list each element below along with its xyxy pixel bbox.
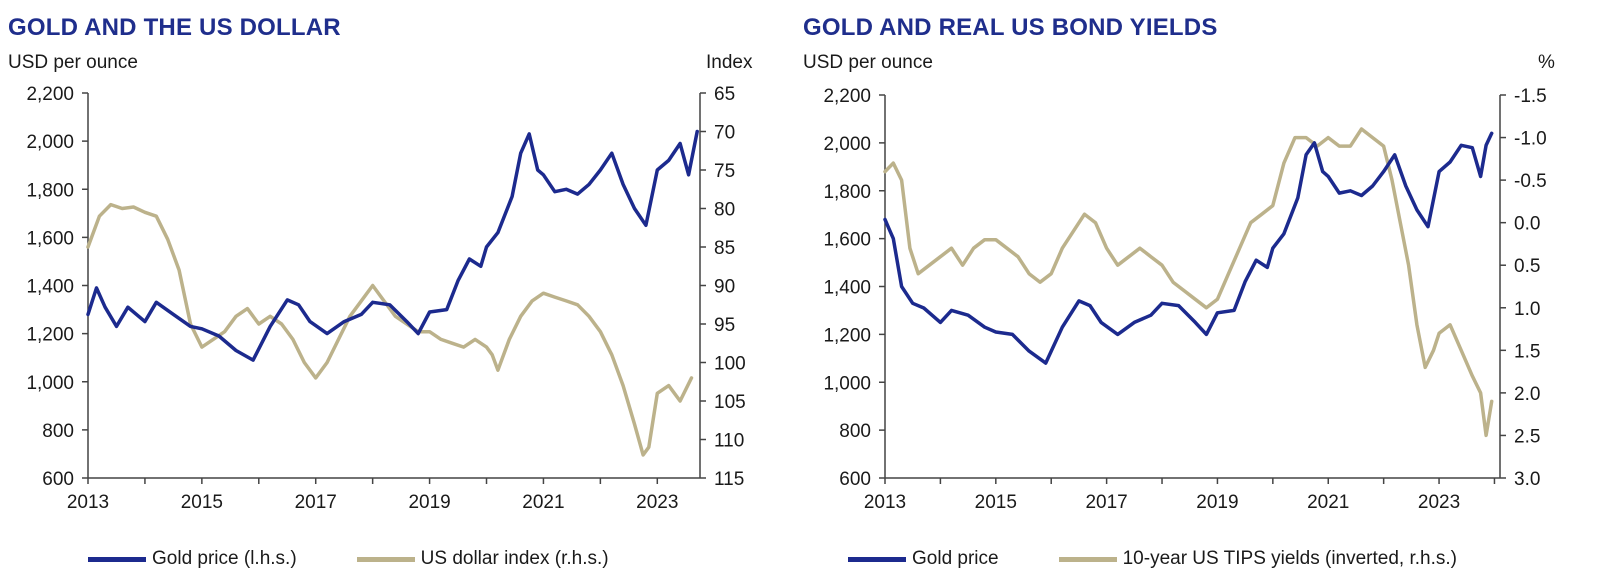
legend: Gold price 10-year US TIPS yields (inver…	[848, 548, 1517, 570]
right-tick-label: -1.5	[1514, 86, 1547, 107]
legend-item-gold: Gold price	[848, 548, 999, 570]
right-tick-label: 105	[714, 392, 746, 413]
x-tick-label: 2013	[864, 492, 906, 513]
legend-label-tips: 10-year US TIPS yields (inverted, r.h.s.…	[1122, 548, 1457, 569]
legend-label-gold: Gold price (l.h.s.)	[152, 548, 297, 569]
right-tick-label: -0.5	[1514, 171, 1547, 192]
left-tick-label: 1,200	[823, 325, 871, 346]
right-tick-label: 65	[714, 84, 735, 105]
left-tick-label: 1,000	[26, 373, 74, 394]
right-tick-label: 100	[714, 354, 746, 375]
left-tick-label: 1,400	[26, 277, 74, 298]
right-tick-label: -1.0	[1514, 129, 1547, 150]
x-tick-label: 2019	[1196, 492, 1238, 513]
right-tick-label: 0.5	[1514, 256, 1540, 277]
legend-item-dollar: US dollar index (r.h.s.)	[356, 548, 609, 570]
x-tick-label: 2017	[1085, 492, 1127, 513]
right-tick-label: 70	[714, 123, 735, 144]
gold-price-line	[86, 129, 699, 362]
chart-title: GOLD AND REAL US BOND YIELDS	[803, 14, 1218, 41]
left-tick-label: 2,200	[823, 86, 871, 107]
left-axis-unit: USD per ounce	[8, 52, 138, 73]
x-tick-label: 2015	[181, 492, 223, 513]
right-tick-label: 0.0	[1514, 214, 1540, 235]
right-axis-unit: Index	[706, 52, 753, 73]
right-axis-unit: %	[1538, 52, 1555, 73]
left-tick-label: 1,800	[26, 180, 74, 201]
left-tick-label: 600	[42, 469, 74, 490]
gold-vs-dollar-chart: 600 800 1,000 1,200 1,400 1,600 1,800 2,000 2,20…	[26, 84, 746, 513]
left-tick-label: 1,600	[26, 228, 74, 249]
left-tick-label: 800	[42, 421, 74, 442]
legend-label-dollar: US dollar index (r.h.s.)	[420, 548, 609, 569]
legend-item-tips: 10-year US TIPS yields (inverted, r.h.s.…	[1058, 548, 1457, 570]
gold-price-line	[883, 131, 1494, 365]
x-tick-label: 2019	[408, 492, 450, 513]
x-tick-label: 2021	[522, 492, 564, 513]
left-tick-label: 800	[839, 421, 871, 442]
left-tick-label: 2,000	[823, 134, 871, 155]
gold-vs-tips-panel: GOLD AND REAL US BOND YIELDS USD per oun…	[800, 0, 1600, 581]
right-tick-label: 85	[714, 238, 735, 259]
left-tick-label: 1,200	[26, 325, 74, 346]
legend-swatch-tips	[1058, 556, 1117, 562]
right-tick-label: 110	[714, 431, 744, 452]
left-axis-unit: USD per ounce	[803, 52, 933, 73]
x-tick-label: 2023	[1418, 492, 1460, 513]
right-tick-label: 115	[714, 469, 744, 490]
right-tick-label: 80	[714, 200, 735, 221]
x-tick-label: 2015	[975, 492, 1017, 513]
left-tick-label: 1,400	[823, 278, 871, 299]
right-tick-label: 1.0	[1514, 299, 1540, 320]
left-tick-label: 1,000	[823, 373, 871, 394]
legend-swatch-dollar	[356, 556, 415, 562]
right-tick-label: 2.0	[1514, 384, 1540, 405]
left-tick-label: 2,200	[26, 84, 74, 105]
x-tick-label: 2023	[636, 492, 678, 513]
x-tick-label: 2017	[295, 492, 337, 513]
right-tick-label: 90	[714, 277, 735, 298]
dollar-index-line	[86, 202, 694, 457]
left-tick-label: 2,000	[26, 132, 74, 153]
left-tick-label: 600	[839, 469, 871, 490]
right-tick-label: 2.5	[1514, 426, 1540, 447]
legend-swatch-gold	[848, 556, 906, 562]
legend-swatch-gold	[88, 556, 146, 562]
right-tick-label: 95	[714, 315, 735, 336]
right-tick-label: 1.5	[1514, 341, 1540, 362]
right-tick-label: 3.0	[1514, 469, 1540, 490]
gold-vs-dollar-panel: GOLD AND THE US DOLLAR USD per ounce Ind…	[8, 14, 753, 570]
tips-yield-line	[883, 127, 1494, 438]
chart-title: GOLD AND THE US DOLLAR	[8, 14, 341, 41]
left-tick-label: 1,600	[823, 230, 871, 251]
right-tick-label: 75	[714, 161, 735, 182]
x-tick-label: 2021	[1307, 492, 1349, 513]
left-tick-label: 1,800	[823, 182, 871, 203]
gold-vs-tips-chart: 600 800 1,000 1,200 1,400 1,600 1,800 2,000 2,20…	[823, 86, 1547, 513]
legend-label-gold: Gold price	[912, 548, 999, 569]
x-tick-label: 2013	[67, 492, 109, 513]
legend: Gold price (l.h.s.) US dollar index (r.h…	[88, 548, 669, 570]
legend-item-gold: Gold price (l.h.s.)	[88, 548, 297, 570]
